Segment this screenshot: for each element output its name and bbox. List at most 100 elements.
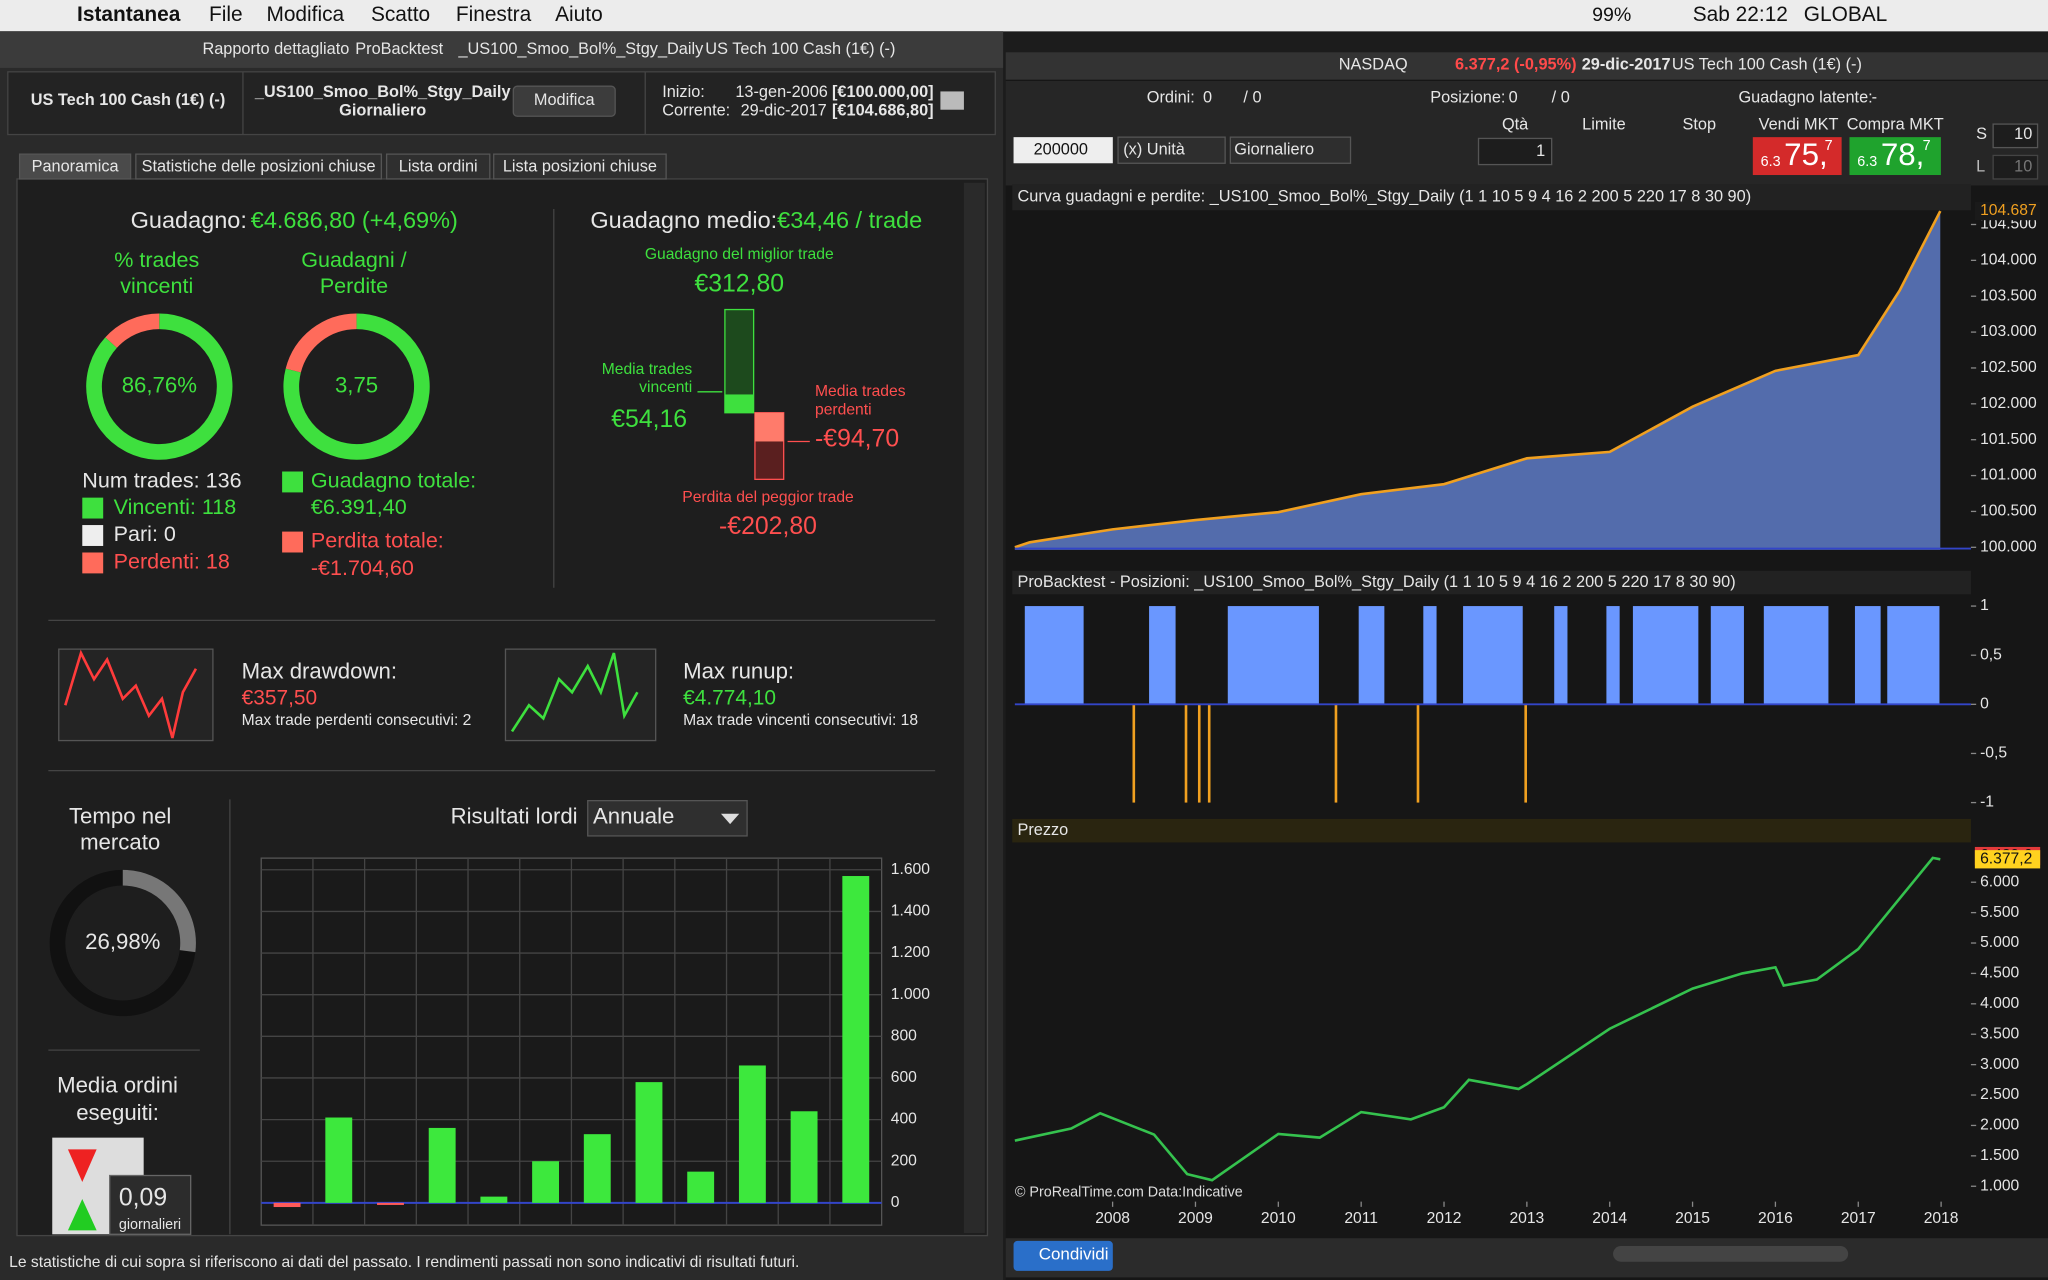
position-bar — [1463, 606, 1523, 705]
tab[interactable] — [18, 153, 132, 180]
y-tick-label: 0 — [1980, 695, 1989, 712]
y-tick-label: 104.000 — [1980, 251, 2037, 268]
max-drawdown-label: Max drawdown: — [242, 659, 397, 684]
sell-price-big: 75, — [1784, 137, 1828, 172]
avg-loss: -€94,70 — [815, 426, 899, 453]
x-tick-label: 2009 — [1178, 1210, 1213, 1227]
bar — [273, 1202, 301, 1208]
bar — [480, 1196, 508, 1203]
buy-arrow — [67, 1199, 97, 1231]
scrollbar[interactable] — [963, 182, 985, 1233]
tab[interactable] — [493, 153, 667, 180]
position-bar — [1632, 606, 1699, 705]
qty: 1 — [1536, 142, 1545, 160]
chart-title: Prezzo — [1017, 821, 1068, 839]
print-icon[interactable] — [940, 91, 964, 110]
menu-item: Finestra — [456, 3, 532, 26]
y-tick-label: 600 — [891, 1069, 917, 1086]
instrument: US Tech 100 Cash (1€) (-) — [1672, 56, 1862, 74]
tab[interactable] — [135, 153, 383, 180]
area — [1014, 211, 1941, 550]
tab-label: Panoramica — [32, 157, 120, 175]
bar — [790, 1111, 818, 1203]
window-title: ProBacktest — [355, 40, 443, 58]
window-title: _US100_Smoo_Bol%_Stgy_Daily — [457, 40, 704, 58]
edit-button[interactable] — [512, 85, 616, 117]
avg-orders: 0,09 — [119, 1185, 167, 1212]
tab[interactable] — [385, 153, 491, 180]
y-tick-label: 800 — [891, 1027, 917, 1044]
s-input[interactable] — [1992, 123, 2039, 149]
qty-input[interactable] — [1477, 137, 1553, 166]
legend-swatch — [82, 552, 104, 574]
orders: 0 — [1203, 88, 1212, 106]
bar — [532, 1161, 560, 1203]
legend-swatch — [82, 497, 104, 519]
period-dropdown[interactable] — [587, 799, 748, 837]
best-trade-label: Guadagno del miglior trade — [645, 246, 834, 263]
y-tick-label: 5.500 — [1980, 904, 2019, 921]
time-in-market-label: mercato — [80, 830, 160, 855]
position-bar — [1423, 606, 1437, 705]
position: 0 — [1509, 88, 1518, 106]
time-in-market-label: Tempo nel — [69, 803, 171, 828]
current-date: 29-dic-2017 — [741, 101, 827, 119]
scroll-handle[interactable] — [1613, 1246, 1849, 1262]
position-bar — [1524, 704, 1527, 803]
timeframe-select[interactable] — [1229, 136, 1352, 164]
sell-price-small: 6.3 — [1761, 154, 1781, 170]
y-tick-label: 1.600 — [891, 861, 930, 878]
dropdown-arrow — [720, 813, 740, 825]
y-tick-label: 1.400 — [891, 903, 930, 920]
legend-swatch — [82, 525, 104, 546]
bar — [687, 1171, 715, 1203]
position-bar — [1197, 704, 1201, 803]
donut-arc — [86, 313, 233, 460]
avg-gain-label: Guadagno medio: — [590, 207, 777, 233]
donut-label: % trades — [114, 247, 199, 272]
total-loss-label: Perdita totale: — [311, 528, 444, 553]
max-runup-label: Max runup: — [683, 659, 794, 684]
donut-label: Guadagni / — [301, 247, 406, 272]
orders-total: / 0 — [1243, 88, 1261, 106]
unit-select[interactable] — [1117, 136, 1226, 164]
x-tick-label: 2014 — [1592, 1210, 1627, 1227]
avg-orders-label: Media ordini — [57, 1073, 178, 1098]
share-button-label: Condividi — [1039, 1245, 1109, 1264]
quote-date: 29-dic-2017 — [1582, 56, 1671, 74]
position-bar — [1149, 606, 1176, 705]
latent: - — [1872, 88, 1877, 106]
x-tick-label: 2010 — [1261, 1210, 1296, 1227]
report-header — [7, 71, 996, 136]
avg-loss-box — [754, 412, 784, 442]
worst-trade-label: Perdita del peggior trade — [682, 489, 854, 506]
quantity-input[interactable] — [1013, 137, 1113, 164]
max-win-streak: Max trade vincenti consecutivi: 18 — [683, 712, 918, 729]
x-tick-label: 2012 — [1427, 1210, 1462, 1227]
orders-box — [109, 1174, 192, 1235]
timeframe: Giornaliero — [339, 101, 426, 119]
menu-item: File — [209, 3, 243, 26]
window-title: US Tech 100 Cash (1€) (-) — [705, 40, 895, 58]
line — [1014, 856, 1941, 1182]
bar — [635, 1082, 663, 1203]
y-tick-label: 1.000 — [891, 986, 930, 1003]
sell-button[interactable] — [1752, 137, 1842, 176]
max-runup: €4.774,10 — [683, 686, 776, 709]
runup-icon — [504, 648, 657, 742]
battery: 99% — [1592, 4, 1631, 26]
share-button[interactable] — [1013, 1240, 1113, 1271]
gain-value: €4.686,80 (+4,69%) — [251, 207, 458, 233]
position-bar — [1207, 704, 1211, 803]
sell-label: Vendi MKT — [1759, 116, 1839, 134]
max-loss-streak: Max trade perdenti consecutivi: 2 — [242, 712, 472, 729]
position-bar — [1184, 704, 1188, 803]
donut-value: 3,75 — [335, 372, 378, 397]
menu-item: Scatto — [371, 3, 430, 26]
buy-button[interactable] — [1849, 137, 1941, 176]
l-input[interactable] — [1992, 154, 2039, 180]
position-total: / 0 — [1552, 88, 1570, 106]
l-value: 10 — [2014, 157, 2032, 175]
bar — [325, 1117, 353, 1203]
donut-rest — [49, 869, 196, 1017]
